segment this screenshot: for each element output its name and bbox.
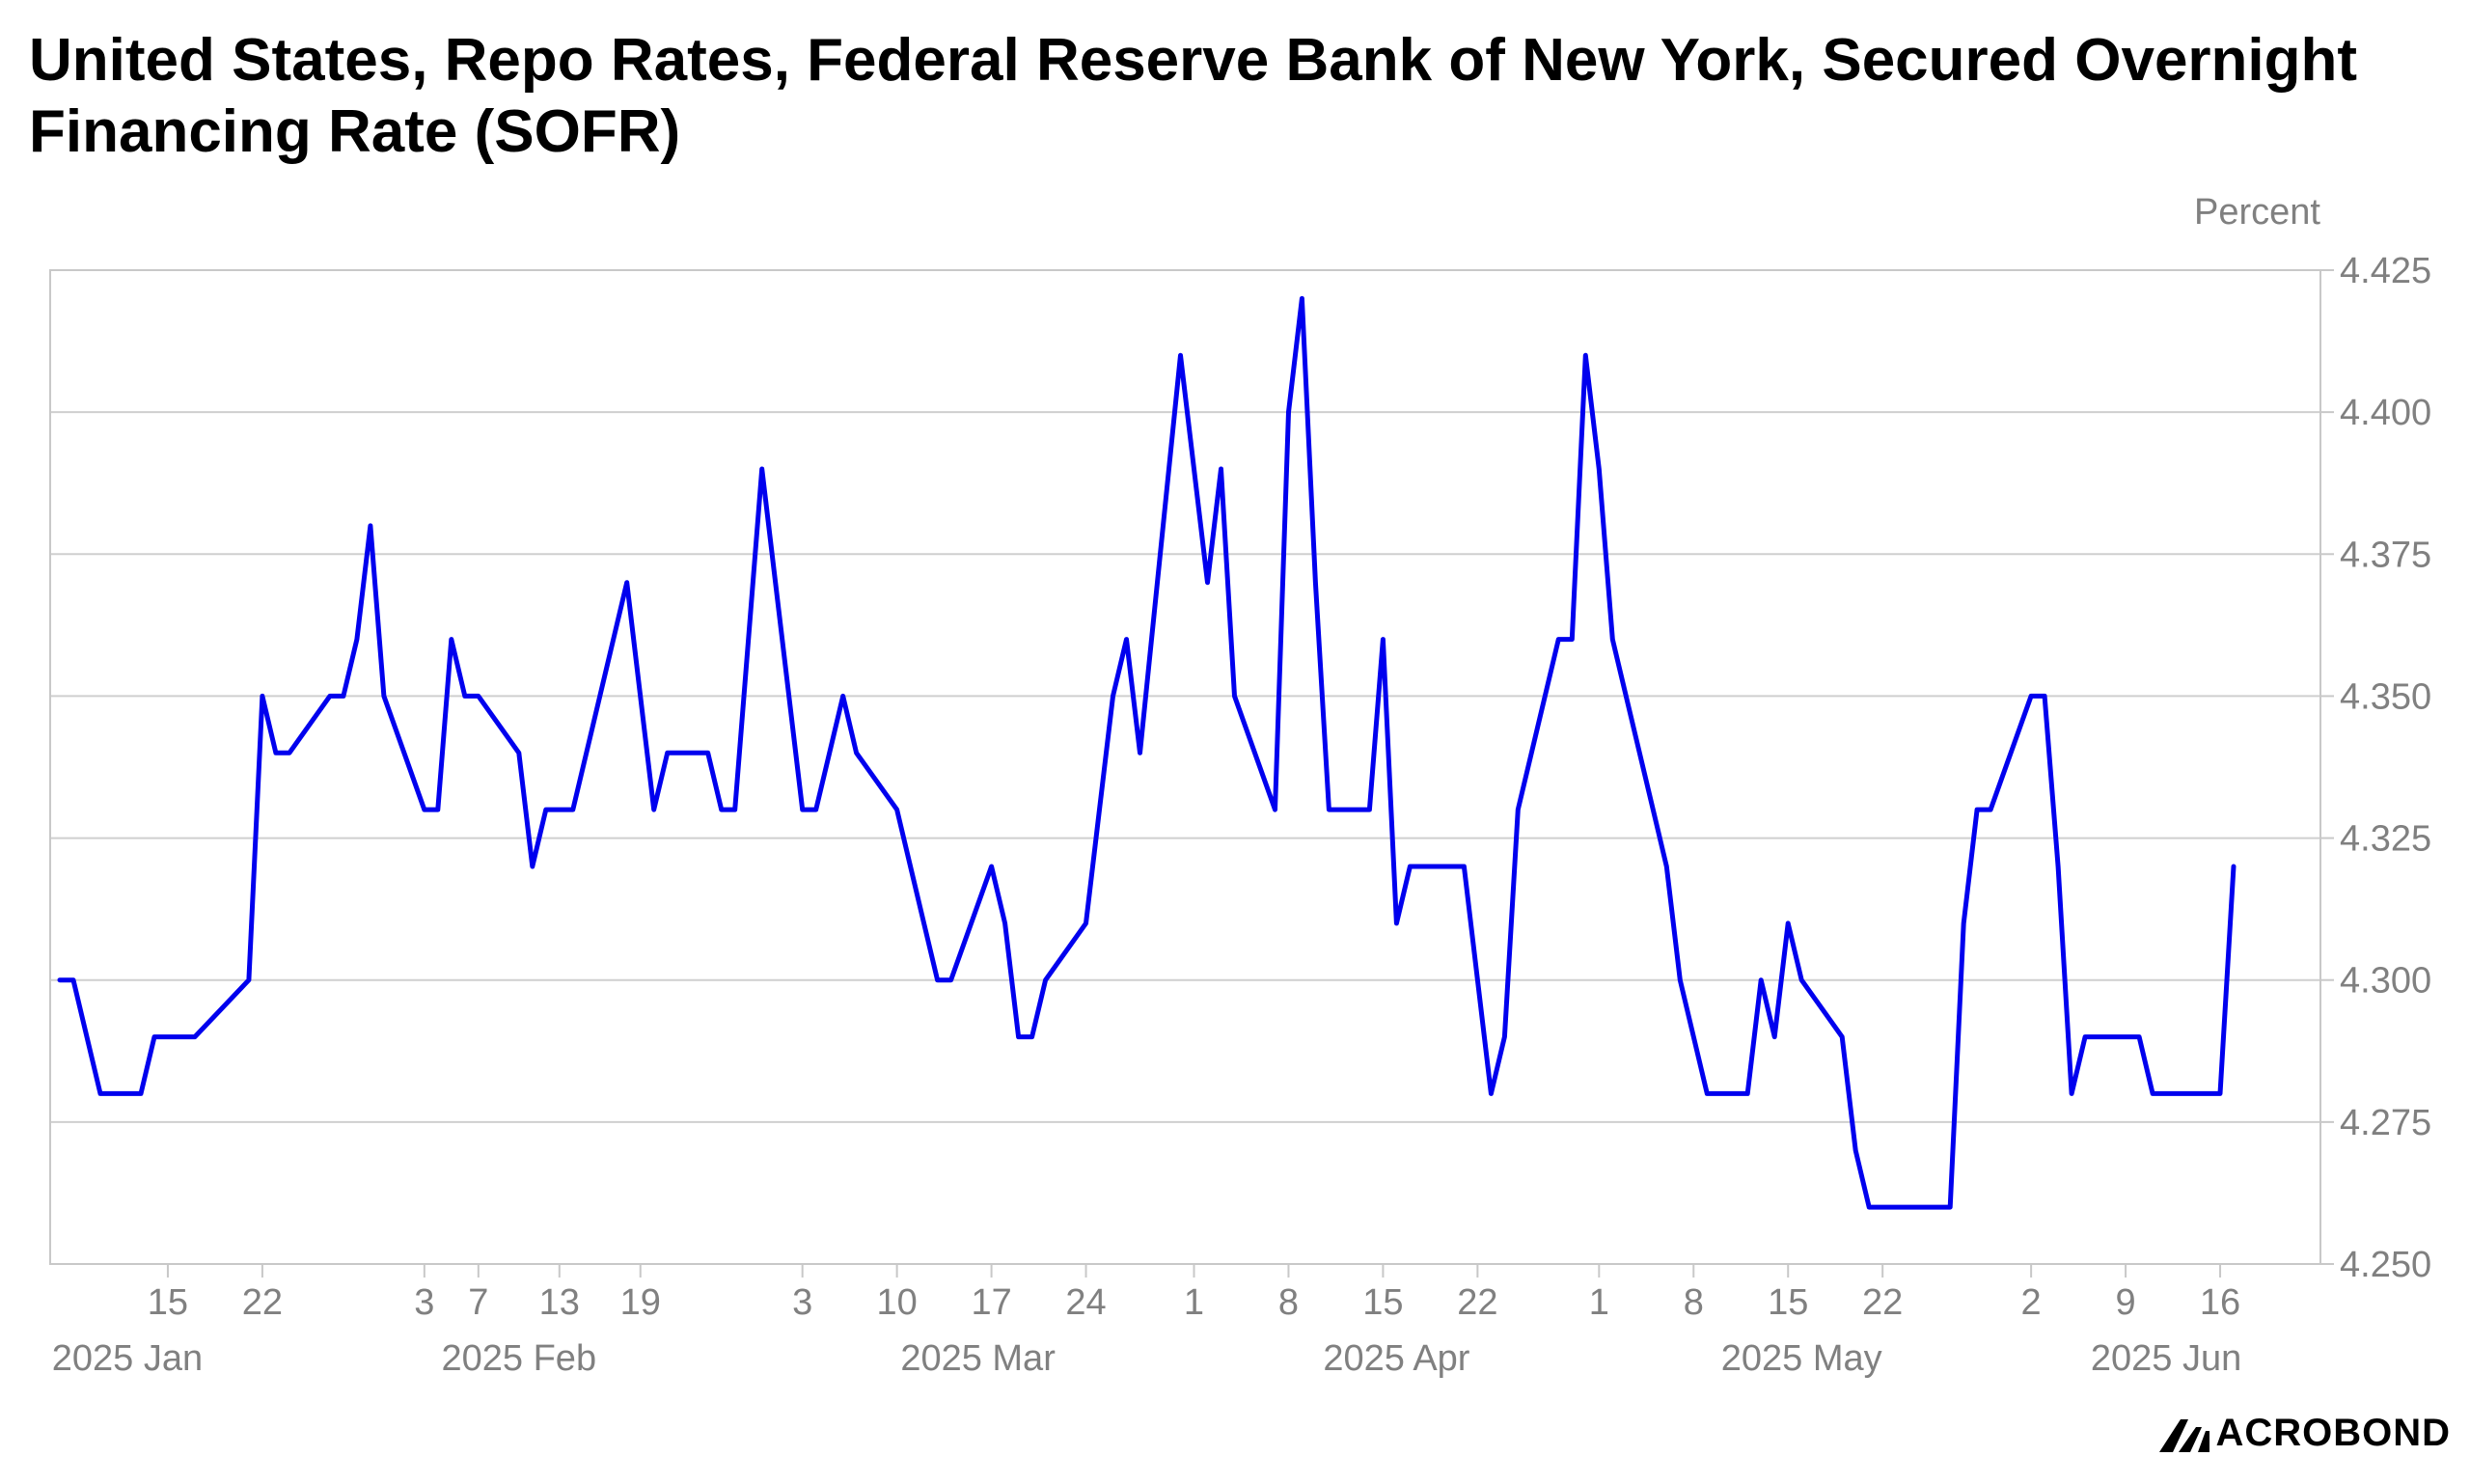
plot-frame bbox=[49, 269, 2321, 1265]
x-tick-label: 2 bbox=[2021, 1282, 2042, 1323]
x-tick-label: 15 bbox=[148, 1282, 188, 1323]
x-tick-label: 17 bbox=[971, 1282, 1011, 1323]
x-tick-label: 15 bbox=[1362, 1282, 1403, 1323]
x-tick-label: 9 bbox=[2116, 1282, 2136, 1323]
y-tick-label: 4.425 bbox=[2340, 251, 2431, 291]
brand-name: ACROBOND bbox=[2215, 1411, 2451, 1454]
x-tick-label: 8 bbox=[1278, 1282, 1299, 1323]
x-tick-label: 22 bbox=[1457, 1282, 1497, 1323]
x-tick-label: 3 bbox=[792, 1282, 812, 1323]
chart-title: United States, Repo Rates, Federal Reser… bbox=[29, 27, 2358, 165]
gridlines bbox=[50, 269, 2320, 1265]
x-tick-label: 3 bbox=[414, 1282, 434, 1323]
x-tick-label: 19 bbox=[620, 1282, 661, 1323]
x-axis-month-labels: 2025 Jan 2025 Feb 2025 Mar 2025 Apr 2025 May… bbox=[52, 1338, 2241, 1379]
x-tick-label: 22 bbox=[242, 1282, 283, 1323]
y-tick-label: 4.300 bbox=[2340, 961, 2431, 1002]
x-tick-label: 13 bbox=[539, 1282, 580, 1323]
x-tick-label: 8 bbox=[1684, 1282, 1704, 1323]
y-tick-label: 4.350 bbox=[2340, 676, 2431, 717]
x-tick-label: 1 bbox=[1589, 1282, 1609, 1323]
y-tick-label: 4.400 bbox=[2340, 393, 2431, 433]
x-month-label: 2025 Jan bbox=[52, 1338, 203, 1379]
x-month-label: 2025 Jun bbox=[2091, 1338, 2241, 1379]
y-axis: 4.250 4.275 4.300 4.325 4.350 4.375 4.400 4.425 bbox=[2320, 251, 2431, 1285]
x-month-label: 2025 Mar bbox=[900, 1338, 1056, 1379]
x-tick-label: 16 bbox=[2200, 1282, 2240, 1323]
x-axis: 15 22 3 7 13 19 3 10 17 24 1 8 15 22 1 8 15 22 2 9 16 bbox=[148, 1264, 2240, 1323]
x-tick-label: 22 bbox=[1862, 1282, 1903, 1323]
series-line-sofr bbox=[57, 295, 2237, 1210]
x-tick-label: 15 bbox=[1768, 1282, 1808, 1323]
x-month-label: 2025 May bbox=[1721, 1338, 1882, 1379]
y-unit-label: Percent bbox=[2194, 192, 2320, 233]
x-tick-label: 7 bbox=[468, 1282, 488, 1323]
x-tick-label: 24 bbox=[1065, 1282, 1106, 1323]
x-month-label: 2025 Apr bbox=[1323, 1338, 1469, 1379]
y-tick-label: 4.375 bbox=[2340, 535, 2431, 575]
brand-mark-icon bbox=[2159, 1419, 2210, 1452]
y-tick-label: 4.250 bbox=[2340, 1245, 2431, 1285]
x-tick-label: 10 bbox=[876, 1282, 917, 1323]
y-tick-label: 4.275 bbox=[2340, 1103, 2431, 1143]
x-month-label: 2025 Feb bbox=[442, 1338, 597, 1379]
x-tick-label: 1 bbox=[1184, 1282, 1204, 1323]
series-layer bbox=[57, 295, 2237, 1210]
y-tick-label: 4.325 bbox=[2340, 819, 2431, 860]
macrobond-logo: ACROBOND bbox=[2159, 1409, 2451, 1457]
